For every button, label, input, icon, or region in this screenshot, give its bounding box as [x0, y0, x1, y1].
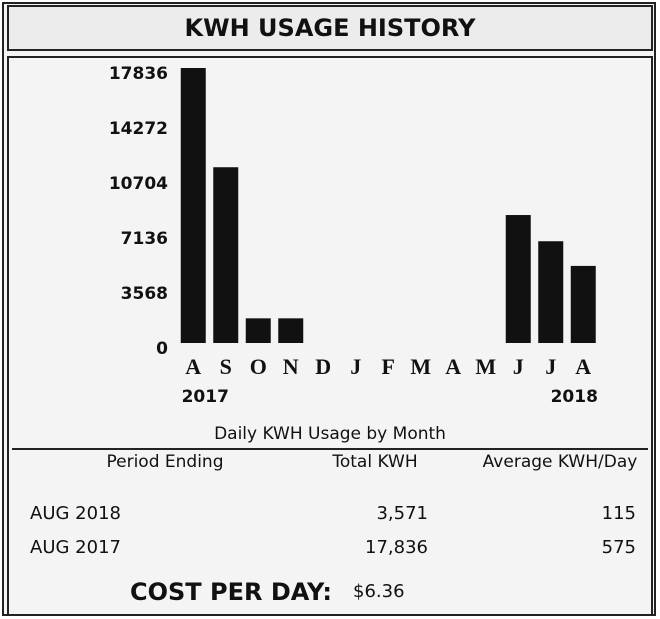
x-tick-label: F	[382, 354, 395, 379]
y-tick-label: 14272	[109, 119, 168, 139]
bar	[245, 318, 271, 343]
bar	[570, 265, 596, 343]
x-tick-label: N	[283, 354, 299, 379]
x-tick-label: S	[220, 354, 232, 379]
x-tick-label: M	[410, 354, 431, 379]
table-cell: AUG 2017	[30, 537, 121, 558]
y-tick-label: 0	[156, 339, 168, 359]
x-tick-label: J	[350, 354, 361, 379]
x-tick-label: D	[315, 354, 331, 379]
x-tick-label: A	[185, 354, 201, 379]
x-tick-label: M	[475, 354, 496, 379]
cost-value: $6.36	[353, 581, 405, 602]
y-tick-label: 17836	[109, 64, 168, 84]
chart-caption: Daily KWH Usage by Month	[214, 424, 446, 444]
cost-label: COST PER DAY:	[130, 578, 332, 606]
y-tick-label: 3568	[121, 284, 168, 304]
year-label: 2017	[182, 387, 229, 407]
chart-frame	[7, 56, 653, 616]
table-cell: AUG 2018	[30, 503, 121, 524]
bar	[180, 68, 206, 343]
table-cell: 115	[602, 503, 636, 524]
chart-title: KWH USAGE HISTORY	[185, 14, 477, 42]
bar	[278, 318, 304, 343]
table-cell: 575	[602, 537, 636, 558]
x-tick-label: A	[575, 354, 591, 379]
year-label: 2018	[551, 387, 598, 407]
x-tick-label: O	[250, 354, 267, 379]
bar	[538, 241, 564, 343]
table-cell: 3,571	[376, 503, 428, 524]
table-header: Period Ending	[106, 452, 223, 472]
bar	[505, 215, 531, 343]
x-tick-label: A	[445, 354, 461, 379]
title-box	[7, 5, 653, 51]
table-header: Total KWH	[331, 452, 417, 472]
y-tick-label: 7136	[121, 229, 168, 249]
y-tick-label: 10704	[109, 174, 168, 194]
x-tick-label: J	[513, 354, 524, 379]
table-cell: 17,836	[365, 537, 428, 558]
x-tick-label: J	[545, 354, 556, 379]
table-header: Average KWH/Day	[483, 452, 638, 472]
bar	[213, 167, 239, 343]
